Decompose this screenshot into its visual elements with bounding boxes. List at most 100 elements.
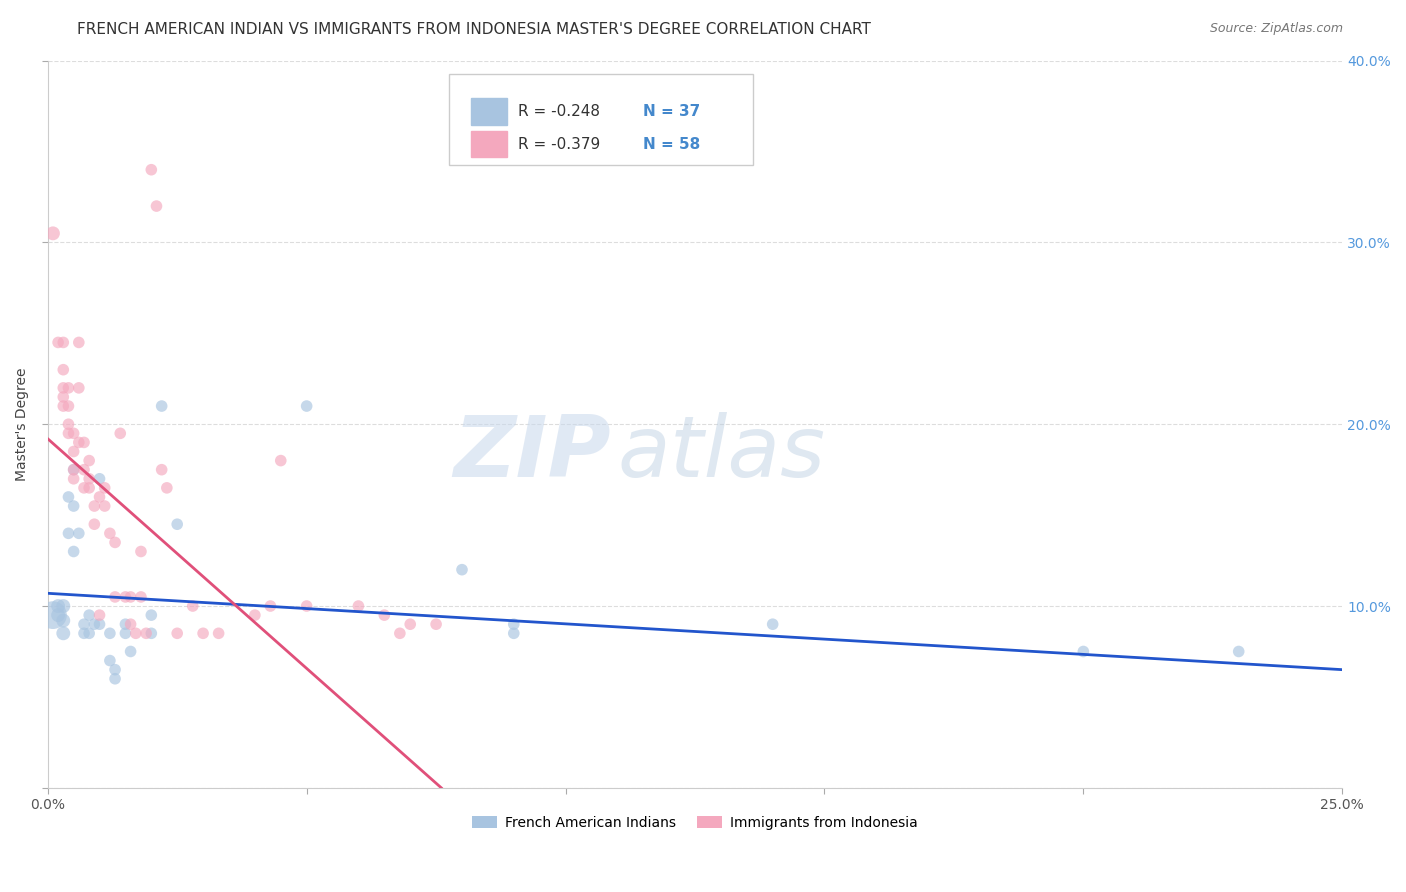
Point xyxy=(77,481,100,495)
Point xyxy=(58,526,80,541)
Point xyxy=(46,335,69,350)
Point xyxy=(150,463,173,477)
Point xyxy=(67,435,90,450)
Text: Source: ZipAtlas.com: Source: ZipAtlas.com xyxy=(1209,22,1343,36)
Point xyxy=(104,663,127,677)
Point xyxy=(83,499,105,513)
Point xyxy=(77,453,100,467)
Point xyxy=(207,626,229,640)
Point xyxy=(150,399,173,413)
Point xyxy=(62,463,84,477)
Point xyxy=(67,526,90,541)
Point xyxy=(98,626,121,640)
Point xyxy=(42,227,65,241)
Point xyxy=(58,381,80,395)
Y-axis label: Master's Degree: Master's Degree xyxy=(15,368,30,481)
Text: atlas: atlas xyxy=(617,412,825,495)
Point xyxy=(425,617,447,632)
Point xyxy=(125,626,148,640)
Point xyxy=(181,599,204,613)
Point xyxy=(114,617,136,632)
Text: R = -0.248: R = -0.248 xyxy=(517,104,599,119)
Point xyxy=(58,490,80,504)
Point xyxy=(46,608,69,623)
FancyBboxPatch shape xyxy=(449,74,754,165)
Point xyxy=(295,399,318,413)
Point xyxy=(93,499,115,513)
Point xyxy=(259,599,281,613)
Point xyxy=(58,417,80,432)
Point xyxy=(58,426,80,441)
Point xyxy=(62,544,84,558)
Text: ZIP: ZIP xyxy=(453,412,610,495)
Point xyxy=(89,490,111,504)
Point xyxy=(120,617,142,632)
Point xyxy=(83,517,105,532)
Point xyxy=(73,463,96,477)
Point xyxy=(52,335,75,350)
Legend: French American Indians, Immigrants from Indonesia: French American Indians, Immigrants from… xyxy=(467,810,924,836)
Point xyxy=(104,590,127,604)
Point xyxy=(166,517,188,532)
Point xyxy=(89,608,111,623)
Point xyxy=(77,472,100,486)
Point xyxy=(120,590,142,604)
Point xyxy=(67,381,90,395)
Point xyxy=(243,608,266,623)
Point xyxy=(451,563,474,577)
Point xyxy=(373,608,395,623)
Point xyxy=(104,535,127,549)
Point xyxy=(120,644,142,658)
Point xyxy=(62,499,84,513)
Point xyxy=(762,617,785,632)
Point xyxy=(502,617,524,632)
Point xyxy=(89,617,111,632)
Point xyxy=(347,599,370,613)
Point xyxy=(502,626,524,640)
Point xyxy=(129,544,152,558)
Point xyxy=(83,617,105,632)
Point xyxy=(191,626,214,640)
FancyBboxPatch shape xyxy=(471,131,508,157)
Point xyxy=(270,453,292,467)
Point xyxy=(135,626,157,640)
Point xyxy=(46,599,69,613)
Point xyxy=(67,335,90,350)
Point xyxy=(62,426,84,441)
Point xyxy=(73,435,96,450)
Point xyxy=(141,162,163,177)
Point xyxy=(52,381,75,395)
Point xyxy=(58,399,80,413)
Point xyxy=(295,599,318,613)
Point xyxy=(98,654,121,668)
Point xyxy=(77,608,100,623)
Point xyxy=(93,481,115,495)
Point xyxy=(114,590,136,604)
Point xyxy=(388,626,411,640)
Point xyxy=(77,626,100,640)
Point xyxy=(73,617,96,632)
Point xyxy=(141,608,163,623)
Point xyxy=(141,626,163,640)
Point xyxy=(1227,644,1250,658)
Text: N = 58: N = 58 xyxy=(643,136,700,152)
Text: R = -0.379: R = -0.379 xyxy=(517,136,600,152)
Text: FRENCH AMERICAN INDIAN VS IMMIGRANTS FROM INDONESIA MASTER'S DEGREE CORRELATION : FRENCH AMERICAN INDIAN VS IMMIGRANTS FRO… xyxy=(77,22,872,37)
Point xyxy=(98,526,121,541)
Point xyxy=(62,444,84,458)
Point xyxy=(62,463,84,477)
FancyBboxPatch shape xyxy=(471,98,508,125)
Point xyxy=(52,362,75,376)
Point xyxy=(73,481,96,495)
Point xyxy=(89,472,111,486)
Point xyxy=(52,390,75,404)
Point xyxy=(1073,644,1095,658)
Point xyxy=(73,626,96,640)
Point xyxy=(52,599,75,613)
Point xyxy=(42,608,65,623)
Text: N = 37: N = 37 xyxy=(643,104,700,119)
Point xyxy=(52,614,75,628)
Point xyxy=(166,626,188,640)
Point xyxy=(52,626,75,640)
Point xyxy=(129,590,152,604)
